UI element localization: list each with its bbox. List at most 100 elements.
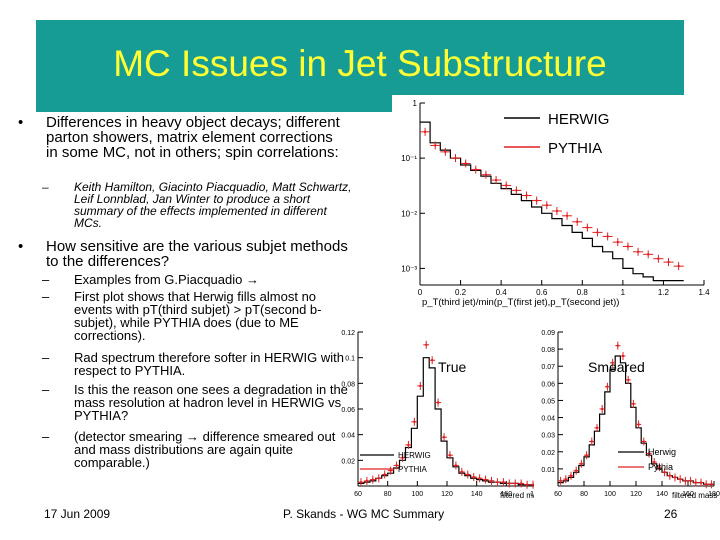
plot1-point-pythia [430,141,441,150]
plot3-point-pythia [682,476,688,485]
plot2-point-pythia [405,440,412,449]
plot1-point-pythia [602,232,613,241]
plot3-point-pythia [636,420,642,429]
bullet-2-sub-3-marker: – [42,350,50,365]
pt-ratio-plot: 1 10⁻¹ 10⁻² 10⁻³ 0 0.2 0.4 0.6 0.8 1 1.2 1.4 HERWI… [392,95,712,311]
plot3-x-label: filtered mass [672,491,717,500]
plot3-point-pythia [708,480,714,489]
plot1-legend-box [496,103,656,169]
bullet-1-sub-1-marker: – [42,180,49,194]
plot3-point-pythia [563,475,569,484]
bullet-2-sub-1-text: Examples from G.Piacquadio → [74,272,259,287]
plot2-point-pythia [482,475,489,484]
bullet-2-marker: • [18,238,24,255]
plot2-point-pythia [458,467,465,476]
plot3-point-pythia [573,466,579,475]
plot1-point-pythia [420,127,431,136]
plot2-x-tick-label: 140 [471,491,483,498]
plot2-x-tick-label: 60 [354,491,362,498]
plot3-point-pythia [641,437,647,446]
plot3-point-pythia [578,459,584,468]
plot3-point-pythia [615,341,621,350]
plot3-point-pythia [594,423,600,432]
plot3-y-tick-label: 0.08 [541,347,555,354]
plot2-point-pythia [387,466,394,475]
plot1-x-label: p_T(third jet)/min(p_T(first jet),p_T(se… [422,297,619,308]
plot1-series-herwig [420,121,684,282]
plot2-y-tick-label: 0.1 [345,356,355,363]
plot1-point-pythia [541,201,552,210]
plot1-point-pythia [460,159,471,168]
plot3-y-tick-label: 0.01 [541,467,555,474]
plot3-y-tick-label: 0.07 [541,364,555,371]
bullet-1-sub-1: – Keith Hamilton, Giacinto Piacquadio, M… [42,181,354,229]
plot2-y-tick-label: 0.12 [341,330,355,337]
plot1-x-tick-label: 0.4 [496,288,508,297]
plot1-y-tick-label: 10⁻¹ [401,154,417,163]
plot2-point-pythia [512,479,519,488]
plot3-point-pythia [584,451,590,460]
plot1-x-tick-label: 0 [418,288,423,297]
true-mass-plot-panel: 0.12 0.1 0.08 0.06 0.04 0.02 60 80 100 120 140 160… [338,328,545,500]
plot1-point-pythia [633,247,644,256]
plot3-point-pythia [667,471,673,480]
plot2-x-tick-label: 80 [384,491,392,498]
plot2-point-pythia [375,474,382,483]
plot3-point-pythia [698,478,704,487]
bullet-2-sub-3-text: Rad spectrum therefore softer in HERWIG … [74,350,344,378]
plot2-point-pythia [429,356,436,365]
bullet-2-sub-4: – Is this the reason one sees a degradat… [42,383,354,422]
footer-page-number: 26 [664,507,678,521]
bullet-2-sub-5-marker: – [42,429,50,444]
bullet-1-text: Differences in heavy object decays; diff… [46,114,340,161]
plot1-point-pythia [612,238,623,247]
plot2-series-herwig [358,357,536,486]
plot3-x-tick-label: 120 [630,491,642,498]
smeared-mass-plot: 0.09 0.08 0.07 0.06 0.05 0.04 0.03 0.02 0.01 60 8… [541,330,720,500]
plot3-point-pythia [604,382,610,391]
plot3-point-pythia [693,478,699,487]
plot2-y-tick-label: 0.02 [341,458,355,465]
plot2-point-pythia [363,476,370,485]
plot1-point-pythia [531,196,542,205]
bullet-2-sub-2-marker: – [42,289,50,304]
plot3-x-tick-label: 60 [554,491,562,498]
plot1-x-tick-label: 1.4 [698,288,710,297]
pt-ratio-plot-panel: 1 10⁻¹ 10⁻² 10⁻³ 0 0.2 0.4 0.6 0.8 1 1.2 1.4 HERWI… [392,95,712,311]
plot3-point-pythia [646,449,652,458]
plot2-point-pythia [506,479,513,488]
plot1-x-tick-label: 0.6 [536,288,548,297]
plot3-x-tick-label: 160 [682,491,694,498]
plot2-point-pythia [518,479,525,488]
plot2-point-pythia [488,476,495,485]
plot3-point-pythia [558,476,564,485]
bullet-2-sub-1-marker: – [42,272,50,287]
plot1-x-tick-label: 0.2 [455,288,467,297]
bullet-1-marker: • [18,114,24,131]
plot3-y-tick-label: 0.09 [541,330,555,337]
slide-title: MC Issues in Jet Substructure [113,43,607,84]
plot2-point-pythia [476,474,483,483]
plot2-point-pythia [358,478,364,487]
plot1-point-pythia [551,206,562,215]
plot1-x-tick-label: 1 [621,288,626,297]
plot1-legend-pythia: PYTHIA [548,140,602,157]
plot2-x-tick-label: 120 [441,491,453,498]
plot2-x-tick-label: 160 [500,491,512,498]
bullet-2-sub-1: – Examples from G.Piacquadio → [42,273,354,286]
plot2-point-pythia [417,381,424,390]
plot3-point-pythia [610,358,616,367]
plot1-y-tick-label: 1 [413,99,418,108]
plot1-x-tick-label: 1.2 [658,288,670,297]
plot3-legend-herwig: Herwig [648,447,676,457]
plot1-y-tick-label: 10⁻² [401,209,417,218]
plot3-point-pythia [651,458,657,467]
plot3-point-pythia [630,399,636,408]
plot1-point-pythia [450,154,461,163]
bullet-2-sub-2: – First plot shows that Herwig fills alm… [42,290,354,342]
plot2-point-pythia [399,453,406,462]
plot2-point-pythia [435,398,442,407]
bullet-2-sub-2-text: First plot shows that Herwig fills almos… [74,289,322,343]
bullet-1-sub-1-text: Keith Hamilton, Giacinto Piacquadio, Mat… [74,180,352,230]
plot2-point-pythia [441,433,447,442]
